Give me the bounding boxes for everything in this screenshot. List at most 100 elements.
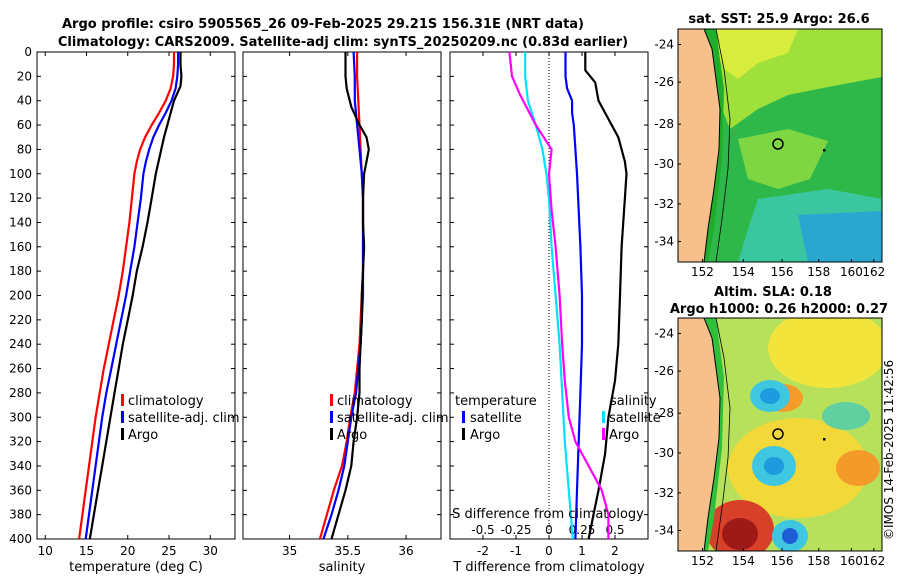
legend-swatch-s-argo: [602, 428, 605, 440]
lon-tick-label: 160: [840, 554, 863, 568]
s-difference-tick-label: -0.25: [500, 523, 531, 537]
lat-tick-label: -24: [654, 326, 674, 340]
series-line-argo: [330, 52, 370, 540]
lon-tick-label: 156: [771, 265, 794, 279]
salinity-xlabel: salinity: [319, 560, 366, 575]
depth-tick-label: 260: [9, 362, 32, 376]
depth-tick-label: 240: [9, 337, 32, 351]
salinity-panel: 35 35.5 36 salinity climatology satellite-…: [242, 51, 449, 575]
depth-tick-label: 40: [17, 94, 32, 108]
s-difference-tick-label: 0.5: [605, 523, 624, 537]
legend-label-s-argo: Argo: [609, 428, 639, 443]
sst-mid-patch: [738, 129, 828, 189]
lat-tick-label: -32: [654, 197, 674, 211]
depth-tick-label: 320: [9, 435, 32, 449]
x-tick-label: 36: [398, 544, 413, 558]
series-line-t-satellite: [564, 52, 584, 540]
t-difference-xlabel: T difference from climatology: [452, 560, 645, 575]
series-line-s-argo: [508, 51, 610, 539]
sst-map-title: sat. SST: 25.9 Argo: 26.6: [688, 12, 869, 27]
sla-cool-eddy-central-core: [764, 457, 784, 475]
legend-swatch-s-satellite: [602, 411, 605, 423]
x-tick-label: 30: [203, 544, 218, 558]
sst-map-image: [678, 29, 882, 262]
lat-tick-label: -24: [654, 37, 674, 51]
sla-cool-eddy-east: [822, 402, 870, 430]
sla-land: [678, 318, 720, 551]
sla-bathymetry-contour: [715, 318, 731, 551]
sst-warm-patch-north-core: [708, 29, 798, 79]
sst-land: [678, 29, 720, 262]
depth-tick-label: 220: [9, 313, 32, 327]
legend-swatch-t-satellite: [462, 411, 465, 423]
sla-cool-eddy-north-core: [760, 388, 780, 404]
series-line-satellite-adj-clim: [322, 51, 365, 540]
sla-yellow-region-1: [768, 318, 882, 388]
s-difference-tick-label: 0: [545, 523, 553, 537]
lon-tick-label: 162: [862, 265, 885, 279]
legend-label-argo: Argo: [128, 428, 158, 443]
legend-swatch-argo: [121, 428, 124, 440]
legend-label-s-satellite: satellite: [609, 411, 661, 426]
lon-tick-label: 158: [807, 554, 830, 568]
imos-timestamp: ©IMOS 14-Feb-2025 11:42:56: [882, 360, 896, 540]
legend-label-t-argo: Argo: [470, 428, 500, 443]
legend-swatch-climatology: [330, 394, 333, 406]
depth-tick-label: 0: [24, 45, 32, 59]
depth-tick-label: 80: [17, 142, 32, 156]
legend-title-salinity: salinity: [610, 394, 657, 409]
temperature-panel: 0 20 40 60 80 100 120 140 160 180 200 220 240 260 280 3…: [9, 45, 240, 575]
sla-map-image: [678, 318, 882, 551]
sla-orange-region-2: [836, 450, 880, 486]
legend-label-satellite-adj: satellite-adj. clim: [128, 411, 240, 426]
sst-argo-position-marker: [772, 138, 784, 150]
sla-yellow-region-2: [728, 418, 868, 518]
legend-label-argo: Argo: [337, 428, 367, 443]
s-difference-label: S difference from climatology: [452, 507, 644, 522]
series-line-t-argo: [584, 52, 628, 540]
lon-tick-label: 162: [862, 554, 885, 568]
legend-label-t-satellite: satellite: [470, 411, 522, 426]
x-tick-label: 35: [282, 544, 297, 558]
sla-map-frame: [677, 317, 883, 552]
sst-map-frame: [677, 28, 883, 263]
sla-map-title-line-2: Argo h1000: 0.26 h2000: 0.27: [670, 302, 888, 317]
x-tick-label: 10: [38, 544, 53, 558]
legend-label-satellite-adj: satellite-adj. clim: [337, 411, 449, 426]
legend-title-temperature: temperature: [455, 394, 537, 409]
lon-tick-label: 152: [691, 265, 714, 279]
lon-tick-label: 156: [771, 554, 794, 568]
legend-swatch-satellite-adj: [330, 411, 333, 423]
legend-swatch-satellite-adj: [121, 411, 124, 423]
legend-label-climatology: climatology: [337, 394, 413, 409]
depth-tick-label: 280: [9, 386, 32, 400]
title-line-2: Climatology: CARS2009. Satellite-adj cli…: [58, 35, 628, 50]
depth-tick-label: 340: [9, 459, 32, 473]
lat-tick-label: -30: [654, 157, 674, 171]
depth-tick-label: 120: [9, 191, 32, 205]
legend-swatch-argo: [330, 428, 333, 440]
lat-tick-label: -28: [654, 117, 674, 131]
legend-swatch-climatology: [121, 394, 124, 406]
depth-tick-label: 380: [9, 508, 32, 522]
lat-tick-label: -34: [654, 523, 674, 537]
x-tick-label: 20: [120, 544, 135, 558]
depth-tick-label: 400: [9, 532, 32, 546]
sst-island-marker: [823, 149, 826, 152]
x-tick-label: 1: [578, 544, 586, 558]
temperature-legend: climatology satellite-adj. clim Argo: [121, 394, 240, 443]
sst-coastline: [703, 29, 721, 262]
difference-legend: temperature satellite Argo salinity sate…: [455, 394, 661, 443]
legend-label-climatology: climatology: [128, 394, 204, 409]
series-line-argo: [88, 52, 183, 540]
sla-map-title-line-1: Altim. SLA: 0.18: [714, 285, 832, 300]
series-line-climatology: [78, 52, 176, 540]
x-tick-label: 35.5: [334, 544, 361, 558]
lat-tick-label: -28: [654, 406, 674, 420]
temperature-axes-frame: [36, 51, 236, 540]
depth-tick-label: 200: [9, 289, 32, 303]
lat-tick-label: -34: [654, 234, 674, 248]
sla-argo-position-marker: [772, 428, 784, 440]
sla-island-marker: [823, 438, 826, 441]
